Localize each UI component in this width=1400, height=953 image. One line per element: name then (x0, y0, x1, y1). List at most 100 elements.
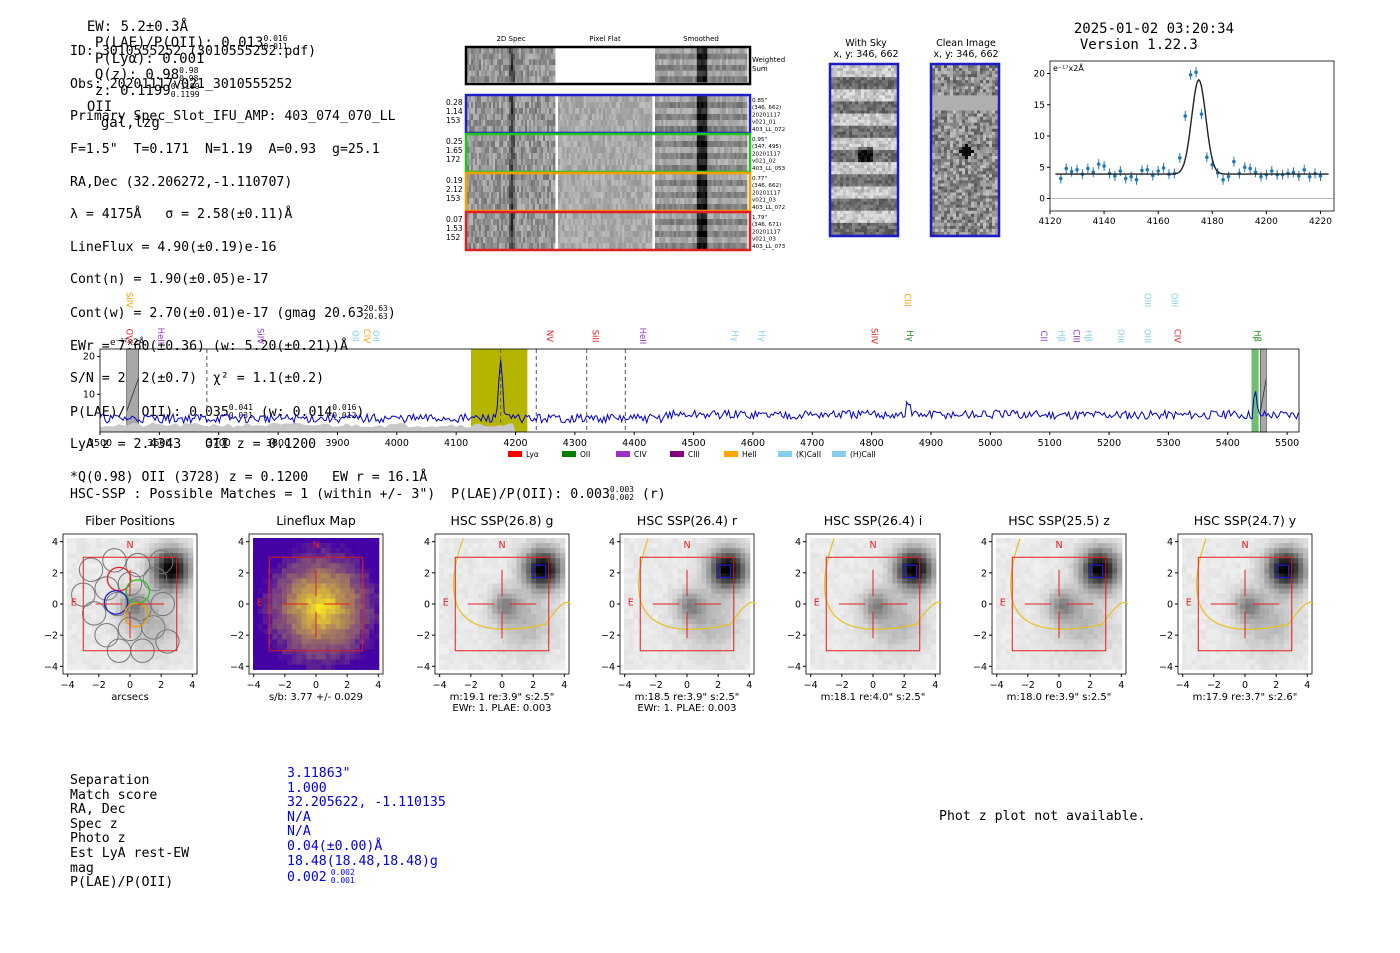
spec2d-pixel (673, 108, 677, 115)
cutout-pixel (891, 95, 895, 99)
cutout-pixel (885, 168, 889, 172)
spec2d-pixel (572, 180, 576, 187)
spec2d-pixel (615, 147, 619, 154)
spec2d-pixel (525, 126, 528, 133)
spec2d-pixel (611, 198, 614, 205)
spec2d-pixel (728, 192, 731, 199)
cutout-pixel (846, 98, 850, 102)
spec2d-pixel (678, 102, 681, 109)
spec2d-pixel (703, 159, 706, 166)
spec2d-pixel (471, 108, 474, 115)
spec2d-pixel (489, 243, 492, 250)
spec2d-pixel (493, 76, 496, 83)
spec2d-pixel (641, 126, 644, 133)
spec2d-pixel (663, 135, 666, 142)
with-sky-label: With Sky (845, 38, 887, 49)
spec2d-pixel (485, 231, 488, 238)
spec2d-pixel (525, 213, 528, 220)
spec2d-pixel (678, 243, 681, 250)
spec2d-pixel (537, 153, 540, 160)
spec2d-pixel (525, 108, 528, 115)
cutout-pixel (855, 77, 859, 81)
spec2d-pixel (493, 65, 496, 72)
spec2d-pixel (517, 114, 520, 121)
cutout-pixel (882, 222, 886, 227)
spec2d-pixel (585, 141, 589, 148)
spec2d-pixel (479, 108, 482, 115)
spec2d-pixel (501, 192, 504, 199)
spec2d-pixel (684, 243, 687, 250)
spec2d-pixel (523, 120, 526, 127)
spec2d-pixel (703, 198, 706, 205)
spec2d-pixel (721, 126, 725, 133)
spec2d-pixel (515, 53, 518, 60)
spec2d-pixel (517, 126, 520, 133)
spec2d-pixel (626, 192, 629, 199)
spec2d-pixel (613, 165, 617, 172)
spec2d-pixel (467, 231, 470, 238)
cutout-pixel (846, 174, 850, 178)
cutout-pixel (873, 201, 877, 205)
spec2d-pixel (499, 204, 502, 211)
spec2d-pixel (736, 147, 740, 154)
spec2d-pixel (579, 96, 582, 103)
cutout-pixel (843, 86, 847, 90)
spec2d-pixel (705, 153, 708, 160)
cutout-pixel (846, 213, 850, 218)
spec2d-pixel (491, 135, 494, 142)
cutout-pixel (858, 180, 862, 184)
spec2d-pixel (587, 108, 591, 115)
spec2d-pixel (579, 126, 582, 133)
spec2d-pixel (675, 70, 679, 77)
spec2d-pixel (537, 53, 540, 60)
cutout-pixel (843, 228, 847, 233)
spec2d-pixel (734, 231, 737, 238)
spec2d-pixel (701, 237, 704, 244)
spec2d-pixel (684, 186, 687, 193)
spec2d-pixel (507, 204, 510, 211)
spec2d-pixel (541, 159, 544, 166)
spec2d-pixel (600, 165, 604, 172)
cutout-pixel (888, 86, 892, 90)
cutout-pixel (879, 201, 883, 205)
spec2d-pixel (523, 153, 526, 160)
cutout-pixel (882, 189, 886, 193)
spec2d-pixel (721, 147, 725, 154)
spec2d-pixel (564, 213, 567, 220)
spec2d-pixel (724, 192, 727, 199)
cutout-pixel (846, 68, 850, 72)
cutout-pixel (876, 98, 880, 102)
spec2d-pixel (517, 225, 520, 232)
spec2d-pixel (579, 186, 582, 193)
spec2d-pixel (734, 70, 737, 77)
spec2d-pixel (602, 165, 606, 172)
cutout-pixel (882, 204, 886, 208)
spec2d-pixel (553, 65, 556, 72)
cutout-pixel (882, 74, 886, 78)
spec2d-pixel (711, 147, 714, 154)
spec2d-pixel (505, 48, 508, 55)
cutout-pixel (882, 198, 886, 202)
spec2d-pixel (696, 76, 700, 83)
spec2d-pixel (507, 135, 510, 142)
cutout-pixel (858, 83, 862, 87)
spec2d-pixel (744, 165, 748, 172)
spec2d-pixel (592, 219, 595, 226)
spec2d-pixel (497, 213, 500, 220)
spec2d-pixel (703, 153, 706, 160)
cutout-pixel (837, 83, 841, 87)
cutout-pixel (879, 210, 883, 215)
cutout-pixel (888, 131, 892, 136)
spec2d-pixel (694, 204, 698, 211)
cutout-pixel (870, 165, 874, 169)
spec2d-pixel (537, 174, 540, 181)
spec2d-pixel (575, 192, 578, 199)
cutout-pixel (852, 143, 856, 148)
cutout-pixel (864, 162, 868, 166)
cutout-pixel (852, 98, 856, 102)
cutout-pixel (891, 101, 895, 105)
spec2d-pixel (680, 59, 683, 66)
spec2d-pixel (744, 59, 748, 66)
spec2d-pixel (487, 237, 490, 244)
spec2d-pixel (709, 192, 712, 199)
